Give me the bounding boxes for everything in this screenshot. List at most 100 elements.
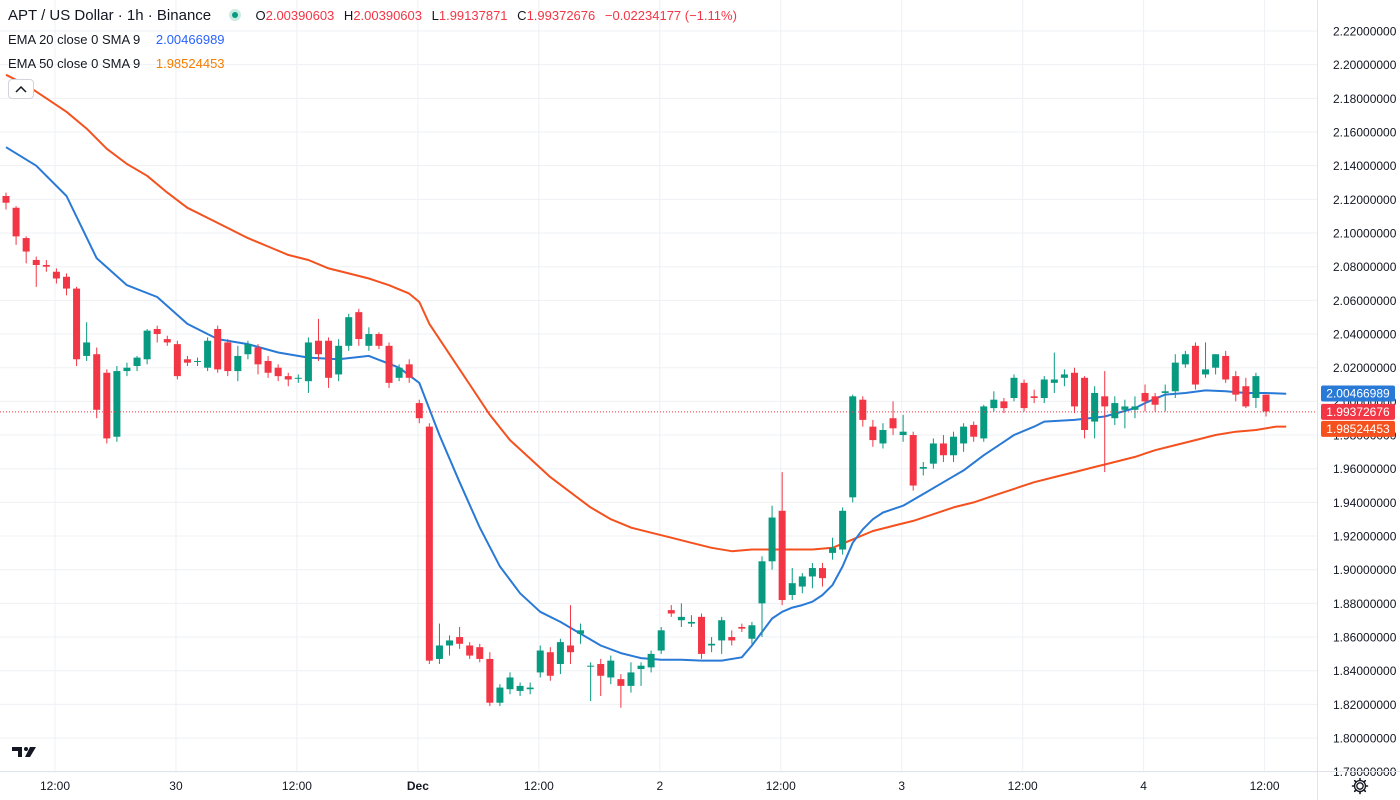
candle-up bbox=[657, 626, 665, 654]
candle-body bbox=[204, 340, 212, 368]
candle-down bbox=[274, 364, 282, 382]
candle-down bbox=[1262, 394, 1270, 417]
candle-body bbox=[899, 431, 907, 436]
candle-down bbox=[1070, 367, 1078, 414]
price-label-text: 1.98524453 bbox=[1326, 422, 1390, 436]
candle-body bbox=[536, 650, 544, 673]
candle-body bbox=[345, 317, 353, 346]
price-tick-label: 2.02000000 bbox=[1333, 361, 1397, 375]
candle-body bbox=[919, 467, 927, 469]
candle-body bbox=[829, 547, 837, 553]
candle-body bbox=[1262, 394, 1270, 412]
candle-body bbox=[1252, 376, 1260, 399]
candle-up bbox=[1111, 396, 1119, 425]
candle-body bbox=[859, 399, 867, 420]
candle-body bbox=[788, 583, 796, 595]
candle-up bbox=[345, 313, 353, 351]
candle-body bbox=[1202, 369, 1210, 375]
candle-body bbox=[637, 665, 645, 670]
price-tick-label: 2.04000000 bbox=[1333, 328, 1397, 342]
price-tick-label: 2.08000000 bbox=[1333, 260, 1397, 274]
ema20-legend[interactable]: EMA 20 close 0 SMA 9 2.00466989 bbox=[8, 32, 225, 47]
low-value: 1.99137871 bbox=[438, 8, 508, 23]
candle-body bbox=[1000, 401, 1008, 409]
candle-down bbox=[617, 674, 625, 708]
candle-up bbox=[960, 423, 968, 452]
candle-up bbox=[536, 645, 544, 678]
candle-up bbox=[950, 431, 958, 462]
candle-body bbox=[556, 642, 564, 664]
candle-up bbox=[1060, 369, 1068, 387]
candle-down bbox=[1242, 377, 1250, 409]
collapse-legend-button[interactable] bbox=[8, 79, 34, 99]
price-tick-label: 2.10000000 bbox=[1333, 227, 1397, 241]
candle-body bbox=[32, 259, 40, 266]
price-label-text: 1.99372676 bbox=[1326, 405, 1390, 419]
chevron-up-icon bbox=[15, 85, 27, 93]
price-tick-label: 2.12000000 bbox=[1333, 193, 1397, 207]
candle-down bbox=[93, 347, 101, 419]
candle-body bbox=[274, 367, 282, 377]
candle-up bbox=[294, 374, 302, 383]
time-axis[interactable]: 12:00 30 12:00 Dec 12:00 2 12:00 3 12:00 4 12:00 bbox=[0, 771, 1400, 794]
ema50-value: 1.98524453 bbox=[155, 56, 225, 71]
candle-down bbox=[859, 396, 867, 427]
candle-up bbox=[516, 682, 524, 696]
price-tick-label: 1.90000000 bbox=[1333, 563, 1397, 577]
price-label-bg bbox=[1321, 420, 1395, 437]
candle-up bbox=[234, 345, 242, 382]
candle-body bbox=[990, 399, 998, 409]
candle-up bbox=[123, 362, 131, 377]
candle-down bbox=[970, 421, 978, 442]
candle-down bbox=[728, 630, 736, 646]
price-tick-label: 2.22000000 bbox=[1333, 25, 1397, 39]
candle-down bbox=[1081, 376, 1089, 439]
candle-up bbox=[677, 603, 685, 627]
candle-up bbox=[304, 337, 312, 393]
ema50-legend[interactable]: EMA 50 close 0 SMA 9 1.98524453 bbox=[8, 56, 225, 71]
candle-down bbox=[738, 623, 746, 633]
candle-body bbox=[758, 561, 766, 604]
candle-down bbox=[818, 562, 826, 587]
candle-body bbox=[818, 568, 826, 579]
time-tick-label: 12:00 bbox=[282, 779, 312, 793]
time-tick-label: 12:00 bbox=[524, 779, 554, 793]
candle-body bbox=[385, 345, 393, 383]
candle-up bbox=[496, 684, 504, 707]
candle-down bbox=[869, 419, 877, 447]
candle-up bbox=[244, 340, 252, 360]
candle-down bbox=[224, 339, 232, 377]
candle-body bbox=[1181, 354, 1189, 365]
price-tick-label: 2.14000000 bbox=[1333, 159, 1397, 173]
candle-body bbox=[355, 312, 363, 340]
candle-up bbox=[607, 655, 615, 685]
candle-up bbox=[1091, 386, 1099, 439]
candle-up bbox=[1131, 396, 1139, 419]
candle-body bbox=[1232, 376, 1240, 395]
candle-body bbox=[1191, 345, 1199, 385]
candle-up bbox=[718, 616, 726, 654]
candle-body bbox=[1091, 392, 1099, 422]
candle-down bbox=[1030, 389, 1038, 404]
candle-body bbox=[667, 610, 675, 614]
settings-gear-icon[interactable] bbox=[1351, 777, 1369, 795]
candle-body bbox=[587, 665, 595, 667]
price-tick-label: 1.94000000 bbox=[1333, 496, 1397, 510]
candle-body bbox=[304, 342, 312, 382]
chart-grid bbox=[0, 0, 1317, 773]
candle-body bbox=[2, 195, 10, 203]
candle-body bbox=[526, 687, 534, 690]
candle-down bbox=[355, 308, 363, 346]
time-tick-label: 4 bbox=[1140, 779, 1147, 793]
candle-body bbox=[153, 328, 161, 335]
candle-body bbox=[264, 360, 272, 373]
candle-up bbox=[526, 682, 534, 695]
candle-body bbox=[1010, 377, 1018, 399]
symbol-title[interactable]: APT / US Dollar · 1h · Binance bbox=[8, 7, 212, 24]
price-label-bg bbox=[1321, 385, 1395, 402]
candle-down bbox=[425, 423, 433, 664]
tradingview-logo-icon[interactable] bbox=[9, 740, 39, 762]
candle-body bbox=[970, 424, 978, 437]
candle-up bbox=[748, 621, 756, 644]
